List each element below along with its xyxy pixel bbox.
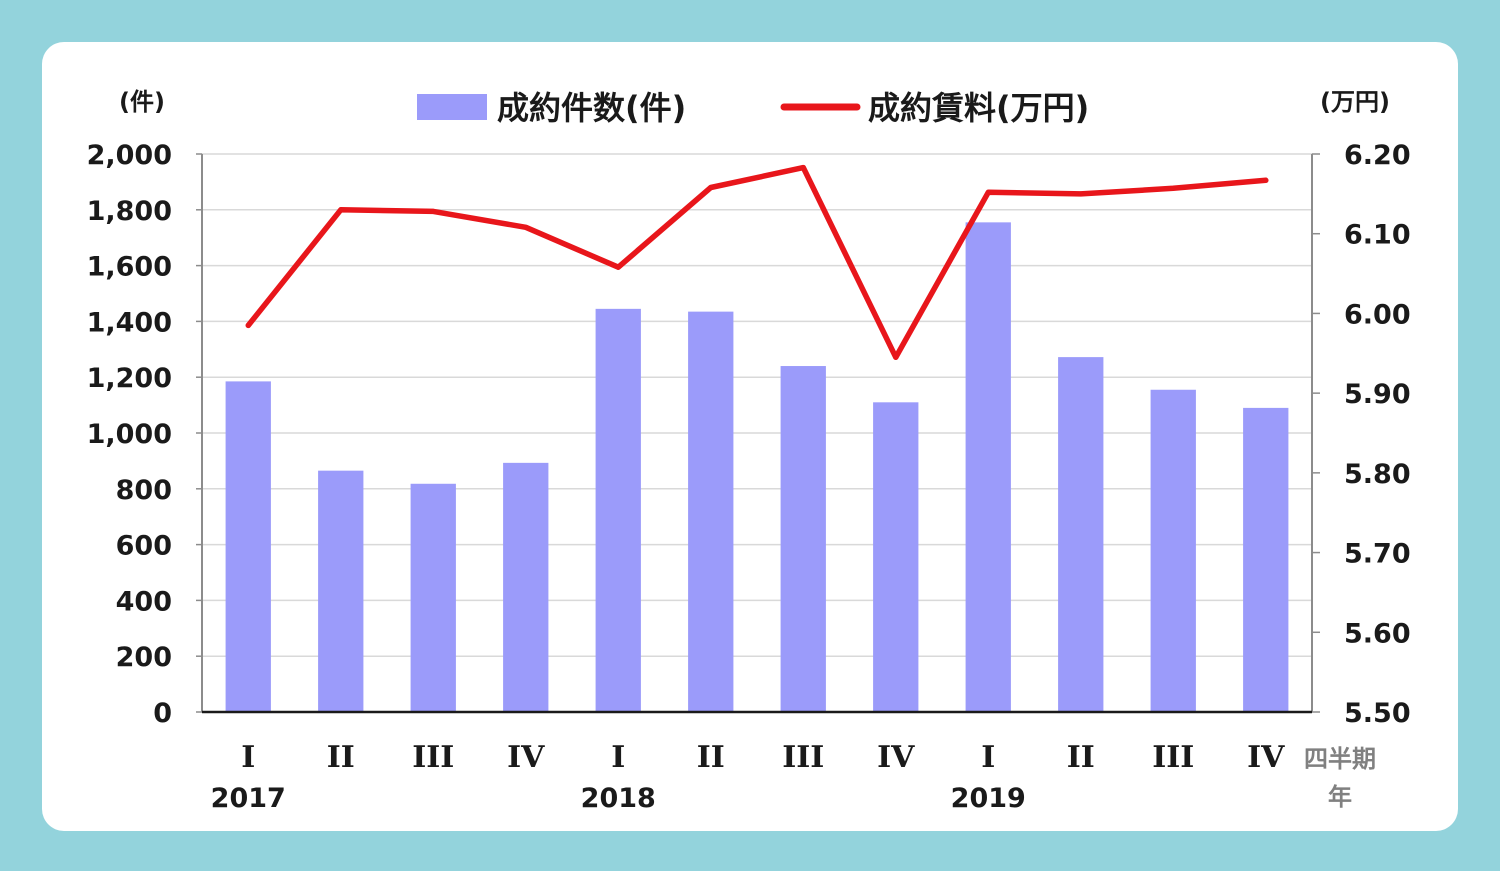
y-left-tick-label: 1,400 bbox=[87, 307, 172, 338]
x-category-label: II bbox=[697, 740, 725, 775]
line-point bbox=[985, 189, 991, 195]
bar bbox=[1058, 357, 1104, 712]
y-left-tick-label: 600 bbox=[116, 531, 172, 562]
line-point bbox=[893, 354, 899, 360]
x-category-label: IV bbox=[507, 740, 545, 775]
line-series bbox=[245, 164, 1269, 361]
y-left-tick-label: 1,200 bbox=[87, 363, 172, 394]
legend-swatch-bar bbox=[417, 94, 487, 120]
y-left-tick-label: 200 bbox=[116, 642, 172, 673]
bar bbox=[1150, 389, 1196, 712]
y-left-tick-label: 400 bbox=[116, 586, 172, 617]
bar bbox=[225, 381, 271, 712]
x-axis-name-quarter: 四半期 bbox=[1304, 745, 1376, 773]
gridlines bbox=[202, 153, 1312, 657]
x-category-label: I bbox=[241, 740, 255, 775]
legend-label-bar: 成約件数(件) bbox=[497, 89, 686, 127]
bar bbox=[965, 222, 1011, 713]
y-right-tick-label: 6.20 bbox=[1344, 140, 1411, 171]
x-category-label: IV bbox=[1247, 740, 1285, 775]
line-point bbox=[1263, 177, 1269, 183]
x-category-label: III bbox=[412, 740, 454, 775]
y-right-tick-label: 5.80 bbox=[1344, 459, 1411, 490]
bar bbox=[595, 308, 641, 712]
rent-line bbox=[245, 164, 1269, 361]
bar bbox=[410, 483, 456, 712]
line-point bbox=[1170, 185, 1176, 191]
x-category-label: III bbox=[782, 740, 824, 775]
line-point bbox=[1078, 191, 1084, 197]
legend-label-line: 成約賃料(万円) bbox=[868, 89, 1089, 127]
x-axis-name-year: 年 bbox=[1328, 783, 1352, 811]
x-year-label: 2018 bbox=[581, 783, 656, 814]
line-point bbox=[338, 207, 344, 213]
y-right-unit-label: (万円) bbox=[1320, 88, 1390, 116]
line-point bbox=[523, 224, 529, 230]
y-left-tick-label: 1,000 bbox=[87, 419, 172, 450]
x-category-label: I bbox=[981, 740, 995, 775]
combo-chart: 0 200 400 600 800 1,000 1,200 1,400 1,600 1,800 2,… bbox=[87, 88, 1411, 814]
chart-card: 0 200 400 600 800 1,000 1,200 1,400 1,600 1,800 2,… bbox=[42, 42, 1458, 831]
line-point bbox=[800, 165, 806, 171]
y-left-unit-label: (件) bbox=[119, 88, 165, 116]
y-right-tick-label: 5.60 bbox=[1344, 618, 1411, 649]
x-category-label: IV bbox=[877, 740, 915, 775]
x-category-label: I bbox=[611, 740, 625, 775]
line-point bbox=[430, 208, 436, 214]
x-year-label: 2017 bbox=[211, 783, 286, 814]
axes bbox=[196, 153, 1320, 714]
line-point bbox=[708, 184, 714, 190]
line-point bbox=[615, 264, 621, 270]
legend: 成約件数(件) 成約賃料(万円) bbox=[417, 89, 1089, 127]
x-category-label: III bbox=[1152, 740, 1194, 775]
y-right-tick-label: 5.70 bbox=[1344, 539, 1411, 570]
y-left-tick-label: 2,000 bbox=[87, 140, 172, 171]
y-right-tick-label: 6.00 bbox=[1344, 299, 1411, 330]
y-right-tick-label: 5.90 bbox=[1344, 379, 1411, 410]
bar bbox=[1243, 407, 1289, 712]
axis-labels: 0 200 400 600 800 1,000 1,200 1,400 1,600 1,800 2,… bbox=[87, 88, 1411, 814]
bar bbox=[688, 311, 734, 712]
bar bbox=[318, 470, 364, 712]
x-year-label: 2019 bbox=[951, 783, 1026, 814]
bar bbox=[780, 366, 826, 712]
line-point bbox=[245, 322, 251, 328]
bar bbox=[503, 462, 549, 712]
x-category-label: II bbox=[327, 740, 355, 775]
y-right-tick-label: 5.50 bbox=[1344, 698, 1411, 729]
y-left-tick-label: 1,600 bbox=[87, 252, 172, 283]
y-right-tick-label: 6.10 bbox=[1344, 220, 1411, 251]
bar-series bbox=[225, 222, 1289, 713]
bar bbox=[873, 402, 919, 712]
y-left-tick-label: 0 bbox=[153, 698, 172, 729]
y-left-tick-label: 800 bbox=[116, 475, 172, 506]
y-left-tick-label: 1,800 bbox=[87, 196, 172, 227]
x-category-label: II bbox=[1067, 740, 1095, 775]
